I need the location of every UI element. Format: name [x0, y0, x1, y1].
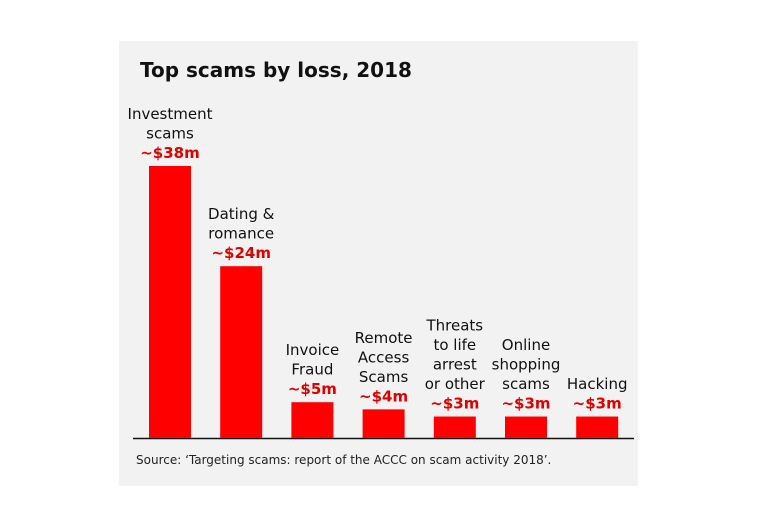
bar-5 — [505, 416, 547, 438]
value-label-6: ~$3m — [573, 395, 622, 413]
category-label-4-line-1: to life — [433, 336, 476, 354]
value-label-0: ~$38m — [140, 144, 200, 162]
category-label-4-line-2: arrest — [433, 356, 477, 374]
value-label-2: ~$5m — [288, 380, 337, 398]
bar-2 — [291, 402, 334, 438]
category-label-1-line-0: Dating & — [208, 205, 275, 223]
category-label-3-line-1: Access — [358, 348, 410, 366]
value-label-1: ~$24m — [211, 244, 271, 262]
source-note: Source: ‘Targeting scams: report of the … — [136, 453, 552, 467]
category-label-5-line-2: scams — [502, 375, 550, 393]
bar-0 — [149, 166, 191, 438]
category-label-0-line-1: scams — [146, 125, 194, 143]
value-label-5: ~$3m — [501, 395, 550, 413]
category-label-5-line-1: shopping — [492, 356, 561, 374]
category-label-2-line-0: Invoice — [286, 341, 340, 359]
category-label-1-line-1: romance — [208, 225, 274, 243]
category-label-2-line-1: Fraud — [291, 361, 333, 379]
value-label-4: ~$3m — [430, 395, 479, 413]
category-label-0-line-0: Investment — [128, 105, 213, 123]
bar-6 — [576, 416, 619, 438]
category-label-3-line-2: Scams — [359, 368, 409, 386]
bar-1 — [220, 266, 263, 438]
category-label-4-line-0: Threats — [425, 317, 483, 335]
chart-title: Top scams by loss, 2018 — [140, 58, 412, 82]
category-label-3-line-0: Remote — [355, 329, 413, 347]
value-label-3: ~$4m — [359, 387, 408, 405]
category-label-5-line-0: Online — [502, 336, 550, 354]
bar-3 — [362, 409, 405, 438]
bar-4 — [433, 416, 476, 438]
category-label-6-line-0: Hacking — [567, 375, 628, 393]
category-label-4-line-3: or other — [425, 375, 486, 393]
